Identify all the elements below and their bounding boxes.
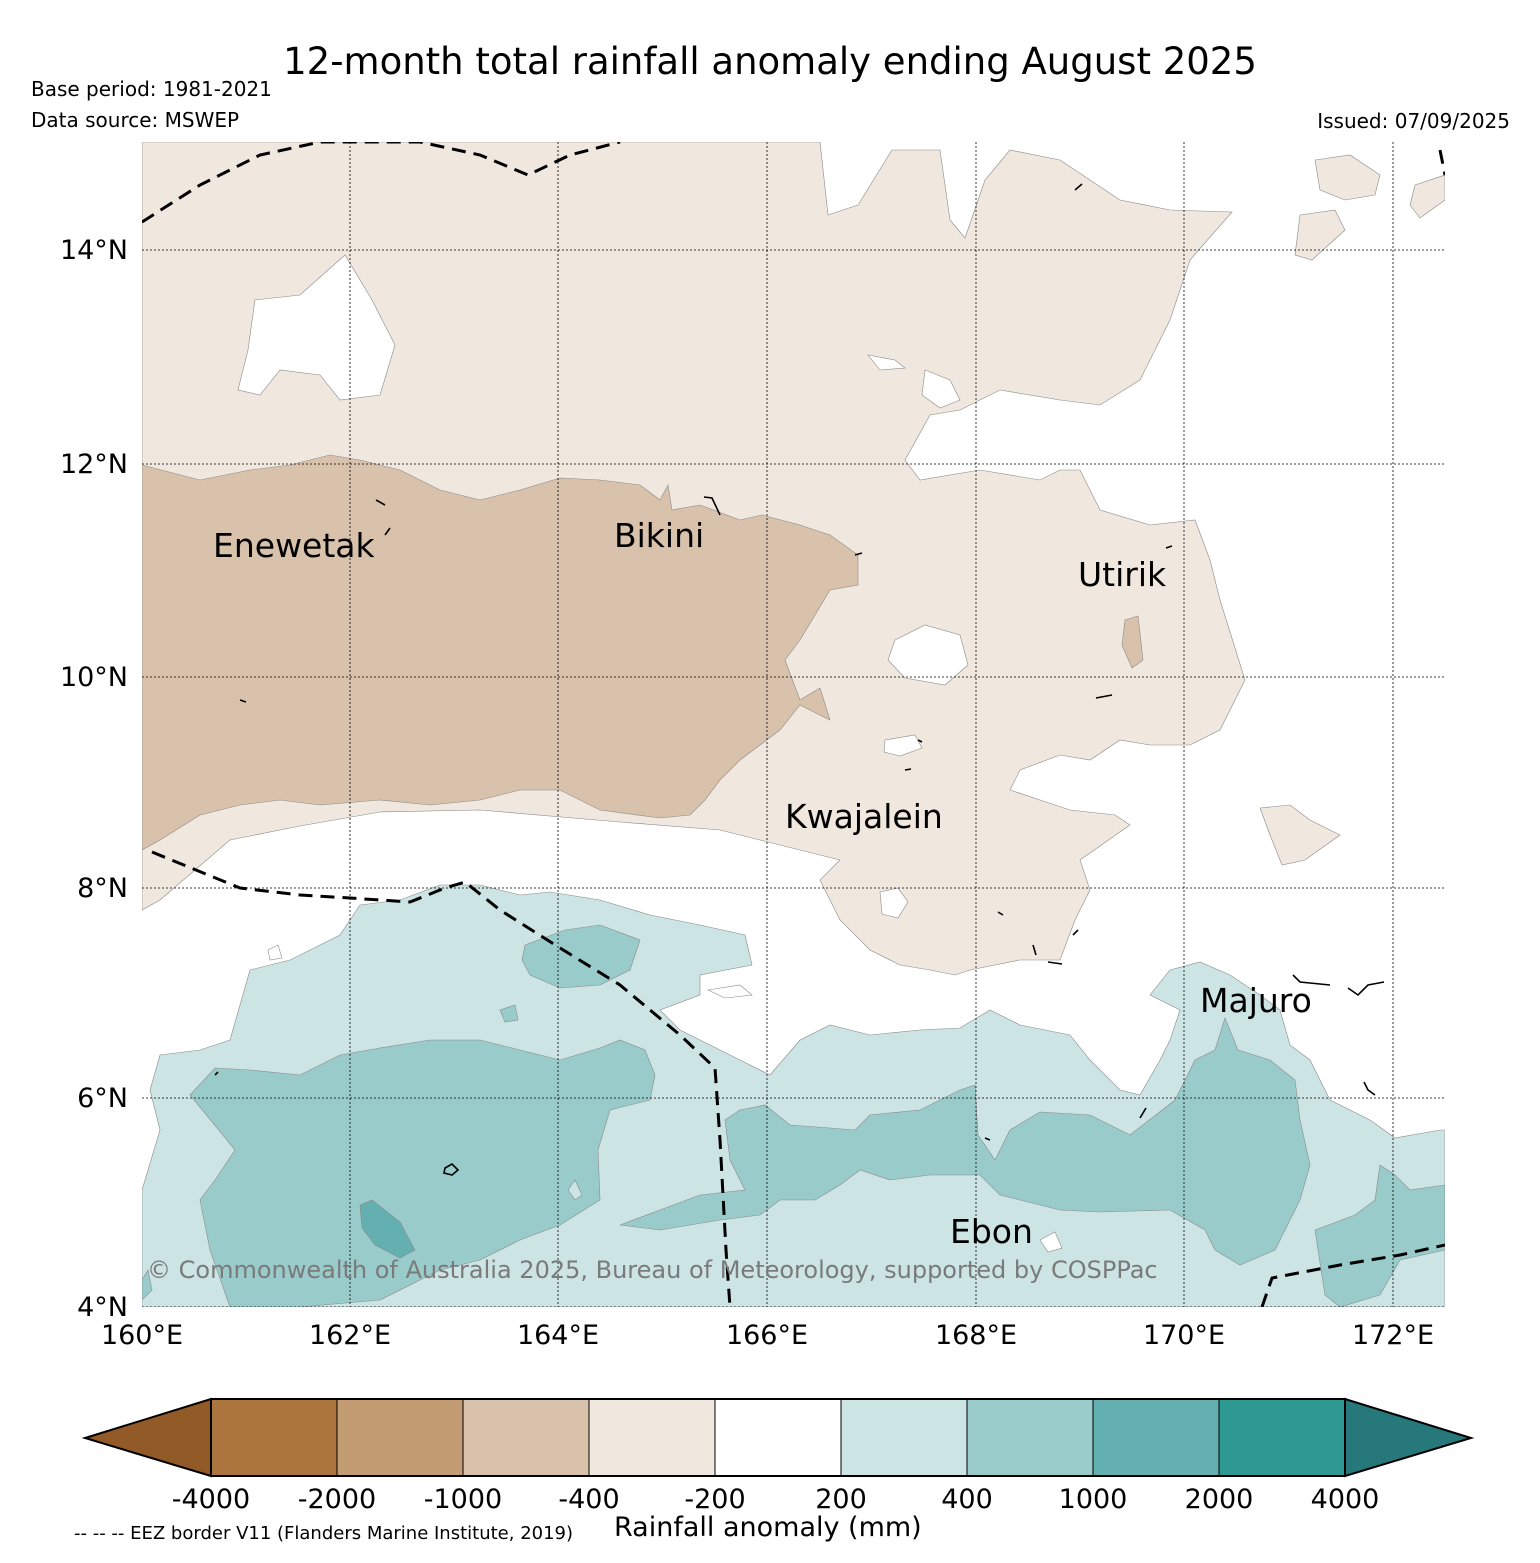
anomaly-region-dry-moderate — [142, 454, 859, 851]
anomaly-region-wet-moderate — [142, 1269, 153, 1301]
colorbar-bin — [1092, 1398, 1220, 1477]
colorbar-under-triangle — [81, 1397, 212, 1478]
anomaly-region-neutral — [921, 369, 961, 409]
data-source-note: Data source: MSWEP — [31, 108, 240, 132]
lon-tick-label: 164°E — [517, 1320, 599, 1351]
anomaly-region-wet-high — [359, 1199, 416, 1259]
anomaly-region-neutral — [1039, 1231, 1063, 1253]
anomaly-region-dry-light — [1314, 154, 1381, 201]
lat-tick-label: 8°N — [77, 873, 128, 904]
anomaly-region-dry-moderate — [1121, 615, 1144, 669]
colorbar-bin — [336, 1398, 464, 1477]
map-title: 12-month total rainfall anomaly ending A… — [283, 40, 1257, 83]
colorbar-ticks: -4000 -2000 -1000 -400 -200 200 400 1000… — [172, 1484, 1380, 1515]
graticule — [142, 142, 1445, 1307]
copyright-notice: © Commonwealth of Australia 2025, Bureau… — [147, 1256, 1158, 1284]
colorbar-bin — [1218, 1398, 1346, 1477]
island-outlines — [214, 183, 1385, 1176]
anomaly-region-neutral — [867, 354, 906, 371]
colorbar-tick-label: -400 — [558, 1484, 619, 1515]
lon-tick-label: 172°E — [1352, 1320, 1434, 1351]
anomaly-region-neutral — [706, 984, 753, 999]
anomaly-region-wet-light — [567, 1179, 583, 1201]
anomaly-region-wet-moderate — [619, 1017, 1311, 1266]
lon-tick-label: 162°E — [309, 1320, 391, 1351]
issued-date: Issued: 07/09/2025 — [1317, 109, 1510, 133]
colorbar-tick-label: 400 — [941, 1484, 993, 1515]
place-label-utirik: Utirik — [1078, 555, 1167, 594]
anomaly-region-neutral — [879, 887, 909, 919]
colorbar-bin — [840, 1398, 968, 1477]
anomaly-region-dry-light — [1259, 804, 1341, 866]
place-label-ebon: Ebon — [950, 1212, 1033, 1251]
anomaly-region-dry-light — [1409, 174, 1445, 219]
anomaly-region-neutral — [267, 944, 283, 961]
colorbar-tick-label: 200 — [815, 1484, 867, 1515]
colorbar-bin — [462, 1398, 590, 1477]
colorbar-tick-label: -1000 — [424, 1484, 502, 1515]
colorbar-tick-label: 4000 — [1311, 1484, 1380, 1515]
longitude-axis: 160°E 162°E 164°E 166°E 168°E 170°E 172°… — [101, 1320, 1434, 1351]
lat-tick-label: 4°N — [77, 1292, 128, 1323]
base-period-note: Base period: 1981-2021 — [31, 77, 272, 101]
anomaly-region-wet-moderate — [189, 1039, 656, 1307]
lat-tick-label: 14°N — [60, 235, 128, 266]
colorbar-label: Rainfall anomaly (mm) — [614, 1512, 922, 1543]
lat-tick-label: 10°N — [60, 662, 128, 693]
colorbar-bin — [210, 1398, 338, 1477]
lon-tick-label: 160°E — [101, 1320, 183, 1351]
place-label-kwajalein: Kwajalein — [785, 797, 943, 836]
lat-tick-label: 6°N — [77, 1083, 128, 1114]
colorbar-tick-label: -200 — [684, 1484, 745, 1515]
lon-tick-label: 170°E — [1143, 1320, 1225, 1351]
latitude-axis: 14°N 12°N 10°N 8°N 6°N 4°N — [60, 235, 128, 1323]
place-label-majuro: Majuro — [1200, 981, 1312, 1020]
eez-legend-footnote: -- -- -- EEZ border V11 (Flanders Marine… — [74, 1523, 574, 1544]
colorbar: -4000 -2000 -1000 -400 -200 200 400 1000… — [81, 1397, 1475, 1515]
colorbar-bin — [966, 1398, 1094, 1477]
anomaly-region-wet-moderate — [521, 924, 641, 989]
anomaly-region-neutral — [237, 254, 396, 401]
colorbar-tick-label: -2000 — [298, 1484, 376, 1515]
anomaly-region-wet-moderate — [499, 1004, 519, 1023]
lat-tick-label: 12°N — [60, 449, 128, 480]
place-label-bikini: Bikini — [614, 516, 704, 555]
colorbar-tick-label: -4000 — [172, 1484, 250, 1515]
anomaly-region-neutral — [887, 624, 969, 686]
colorbar-tick-label: 1000 — [1059, 1484, 1128, 1515]
eez-border — [142, 142, 1445, 1307]
colorbar-bin — [588, 1398, 716, 1477]
colorbar-tick-label: 2000 — [1185, 1484, 1254, 1515]
anomaly-region-dry-light — [1294, 209, 1346, 261]
map-panel: Enewetak Bikini Utirik Kwajalein Majuro … — [142, 142, 1445, 1307]
colorbar-bin — [714, 1398, 842, 1477]
colorbar-over-triangle — [1344, 1397, 1475, 1478]
lon-tick-label: 166°E — [726, 1320, 808, 1351]
lon-tick-label: 168°E — [935, 1320, 1017, 1351]
anomaly-region-wet-moderate — [1314, 1164, 1445, 1307]
place-label-enewetak: Enewetak — [213, 526, 376, 565]
anomaly-region-neutral — [883, 734, 923, 757]
